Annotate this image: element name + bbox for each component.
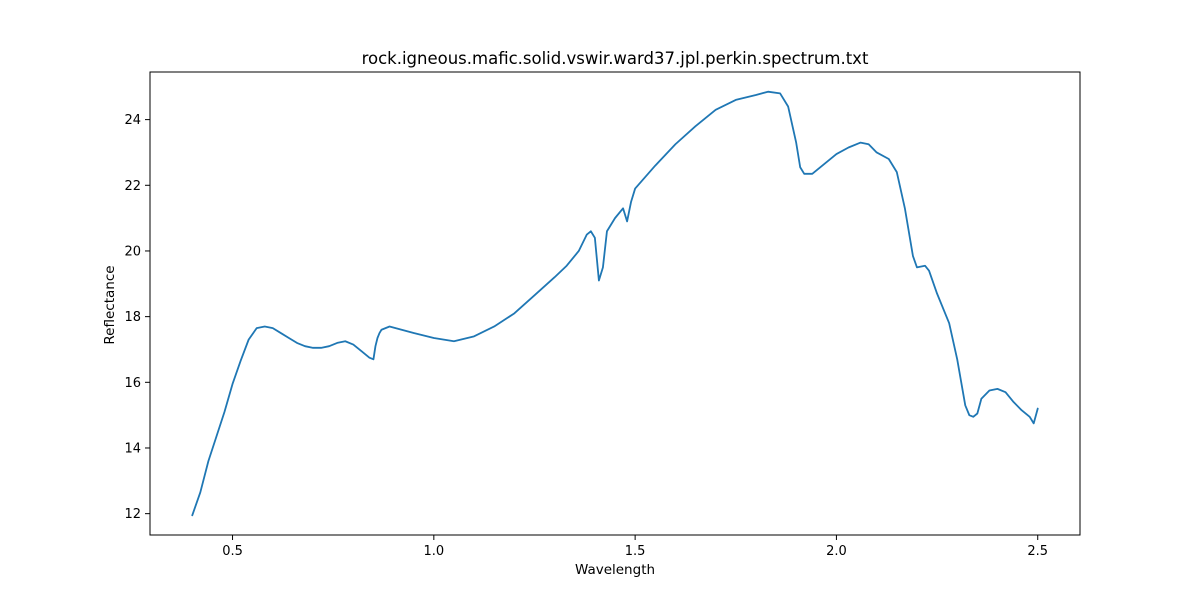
y-tick-label: 14 xyxy=(124,441,141,456)
chart-title: rock.igneous.mafic.solid.vswir.ward37.jp… xyxy=(362,49,869,68)
y-tick-label: 16 xyxy=(124,376,141,391)
series-line-0 xyxy=(191,90,1039,517)
y-tick-label: 24 xyxy=(124,113,141,128)
x-tick-label: 2.0 xyxy=(826,544,847,559)
x-tick-label: 1.0 xyxy=(423,544,444,559)
x-tick-label: 0.5 xyxy=(222,544,243,559)
x-axis: 0.5 1.0 1.5 2.0 2.5 xyxy=(222,535,1048,559)
y-tick-label: 12 xyxy=(124,507,141,522)
x-tick-label: 2.5 xyxy=(1027,544,1048,559)
plot-area xyxy=(149,71,1081,536)
y-tick-label: 18 xyxy=(124,310,141,325)
y-tick-label: 22 xyxy=(124,179,141,194)
x-axis-label: Wavelength xyxy=(575,562,655,578)
x-tick-label: 1.5 xyxy=(625,544,646,559)
y-axis-label: Reflectance xyxy=(102,265,118,344)
y-axis: 12 14 16 18 20 22 24 xyxy=(124,113,150,522)
y-tick-label: 20 xyxy=(124,244,141,259)
plot-frame xyxy=(149,71,1081,536)
